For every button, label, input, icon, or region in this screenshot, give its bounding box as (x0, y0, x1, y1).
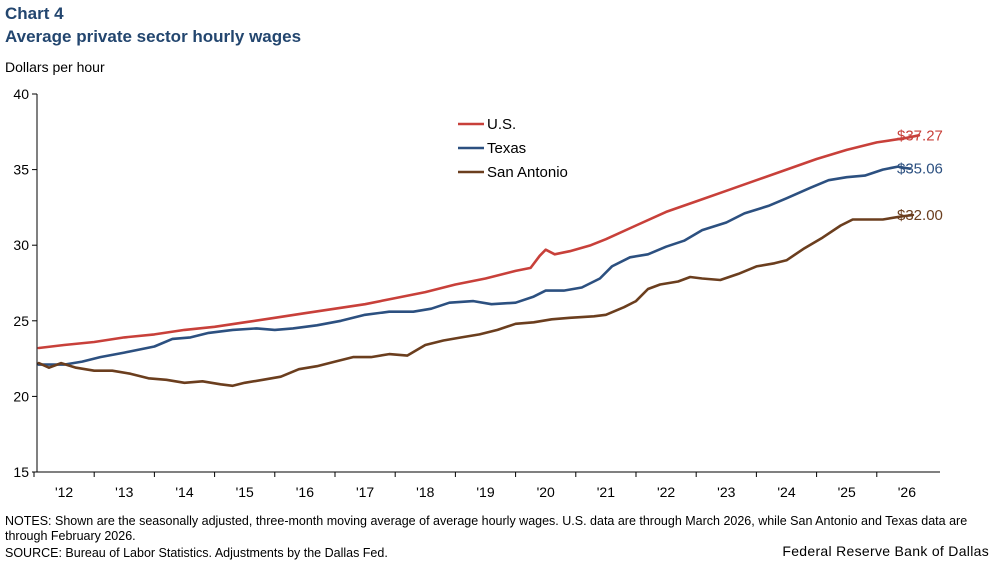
x-tick-label: '12 (55, 484, 73, 500)
chart-axes: 15 20 25 30 35 40 '12 '13 '14 '15 '16 '17 '18 '19 '20 '… (13, 86, 940, 500)
x-tick-label: '25 (838, 484, 856, 500)
end-label-texas: $35.06 (897, 161, 943, 178)
chart-legend: U.S. Texas San Antonio (458, 116, 568, 181)
y-tick-label: 40 (13, 86, 29, 102)
chart-source: SOURCE: Bureau of Labor Statistics. Adju… (5, 546, 388, 560)
x-tick-label: '18 (416, 484, 434, 500)
x-tick-label: '16 (296, 484, 314, 500)
x-tick-label: '21 (597, 484, 615, 500)
series-line-san-antonio (37, 213, 915, 388)
credit-text: Federal Reserve Bank of Dallas (782, 543, 989, 559)
chart-title: Average private sector hourly wages (5, 27, 302, 46)
x-tick-label: '17 (356, 484, 374, 500)
series-line-texas (37, 165, 912, 366)
series-line-u-s (37, 134, 921, 350)
x-tick-label: '13 (115, 484, 133, 500)
x-tick-label: '26 (898, 484, 916, 500)
y-tick-label: 30 (13, 237, 29, 253)
chart-series-lines (37, 134, 921, 388)
chart-notes: NOTES: Shown are the seasonally adjusted… (5, 514, 968, 543)
y-tick-label: 20 (13, 388, 29, 404)
y-axis-label: Dollars per hour (5, 59, 105, 75)
chart-end-labels: $37.27 $35.06 $32.00 (897, 127, 943, 224)
y-tick-label: 25 (13, 313, 29, 329)
y-tick-label: 35 (13, 162, 29, 178)
x-tick-label: '19 (476, 484, 494, 500)
x-tick-label: '24 (777, 484, 795, 500)
y-tick-label: 15 (13, 464, 29, 480)
x-tick-label: '20 (537, 484, 555, 500)
x-tick-label: '15 (236, 484, 254, 500)
x-tick-label: '22 (657, 484, 675, 500)
legend-label-texas: Texas (487, 140, 526, 157)
x-tick-label: '23 (717, 484, 735, 500)
x-tick-label: '14 (175, 484, 193, 500)
end-label-u-s: $37.27 (897, 127, 943, 144)
end-label-san-antonio: $32.00 (897, 207, 943, 224)
chart-number: Chart 4 (5, 4, 64, 23)
line-chart: 15 20 25 30 35 40 '12 '13 '14 '15 '16 '17 '18 '19 '20 '… (13, 86, 943, 500)
legend-label-san-antonio: San Antonio (487, 164, 568, 181)
legend-label-u-s: U.S. (487, 116, 516, 133)
